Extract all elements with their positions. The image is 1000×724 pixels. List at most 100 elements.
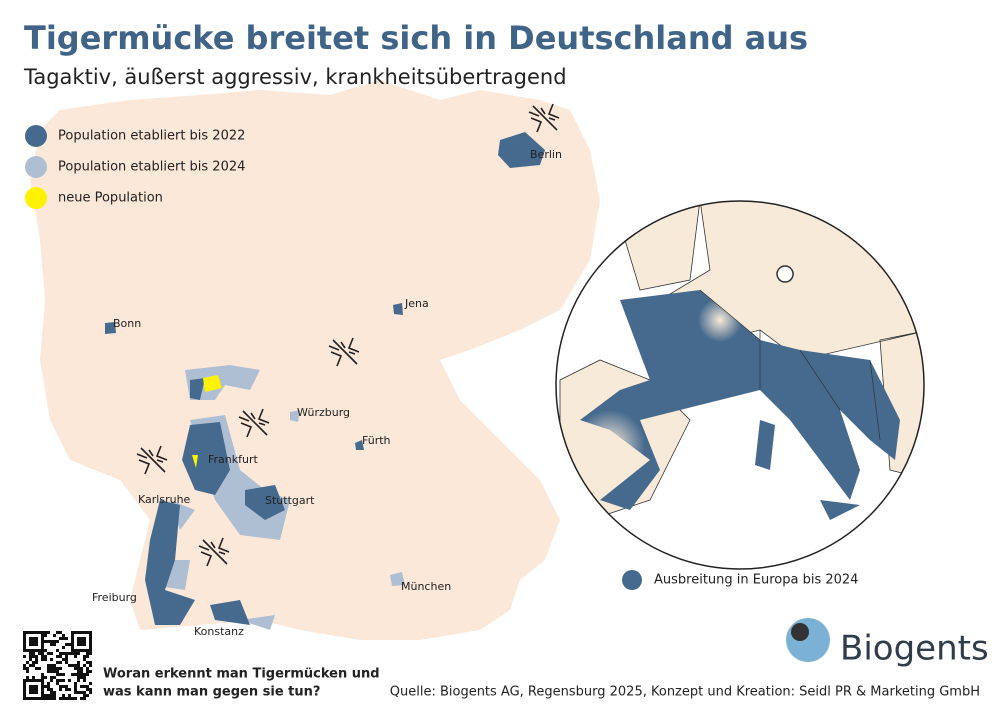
qr-module <box>83 631 86 634</box>
qr-module <box>56 673 59 676</box>
qr-module <box>74 667 77 670</box>
qr-module <box>62 697 65 700</box>
qr-module <box>74 697 77 700</box>
qr-module <box>59 679 62 682</box>
qr-module <box>29 697 32 700</box>
qr-module <box>38 667 41 670</box>
qr-module <box>77 640 80 643</box>
qr-module <box>32 649 35 652</box>
qr-module <box>47 664 50 667</box>
qr-module <box>77 649 80 652</box>
qr-module <box>59 661 62 664</box>
qr-module <box>65 655 68 658</box>
qr-module <box>86 631 89 634</box>
qr-module <box>23 634 26 637</box>
qr-module <box>89 643 92 646</box>
qr-module <box>62 652 65 655</box>
qr-module <box>86 661 89 664</box>
qr-module <box>41 640 44 643</box>
qr-module <box>74 673 77 676</box>
qr-module <box>68 688 71 691</box>
qr-module <box>86 652 89 655</box>
qr-module <box>41 673 44 676</box>
qr-module <box>41 655 44 658</box>
qr-module <box>29 691 32 694</box>
qr-module <box>41 676 44 679</box>
qr-module <box>59 688 62 691</box>
qr-module <box>62 634 65 637</box>
population-area <box>190 378 205 400</box>
qr-module <box>89 634 92 637</box>
qr-module <box>35 655 38 658</box>
qr-module <box>59 637 62 640</box>
qr-module <box>74 655 77 658</box>
qr-module <box>32 679 35 682</box>
qr-code <box>22 630 92 700</box>
qr-module <box>50 658 53 661</box>
qr-module <box>35 685 38 688</box>
city-label: Jena <box>404 297 429 310</box>
qr-module <box>41 634 44 637</box>
qr-module <box>32 691 35 694</box>
qr-module <box>35 691 38 694</box>
qr-module <box>47 682 50 685</box>
qr-module <box>23 688 26 691</box>
qr-module <box>59 673 62 676</box>
population-area <box>185 365 260 400</box>
qr-module <box>77 679 80 682</box>
qr-module <box>77 691 80 694</box>
qr-module <box>38 649 41 652</box>
qr-module <box>53 694 56 697</box>
qr-module <box>23 691 26 694</box>
mosquito-icon <box>238 408 270 438</box>
qr-module <box>86 694 89 697</box>
qr-module <box>74 664 77 667</box>
mosquito-icons <box>136 103 560 567</box>
qr-module <box>35 631 38 634</box>
population-area <box>245 485 285 520</box>
qr-module <box>23 643 26 646</box>
qr-module <box>83 643 86 646</box>
qr-module <box>23 640 26 643</box>
qr-module <box>50 664 53 667</box>
qr-module <box>26 697 29 700</box>
qr-module <box>74 682 77 685</box>
city-label: Stuttgart <box>265 494 315 507</box>
qr-module <box>53 670 56 673</box>
qr-module <box>71 673 74 676</box>
qr-module <box>65 688 68 691</box>
qr-module <box>35 637 38 640</box>
city-label: Würzburg <box>297 406 350 419</box>
qr-module <box>23 646 26 649</box>
qr-module <box>29 664 32 667</box>
qr-module <box>74 649 77 652</box>
qr-module <box>89 631 92 634</box>
qr-module <box>50 676 53 679</box>
qr-module <box>71 640 74 643</box>
qr-module <box>80 676 83 679</box>
qr-module <box>23 649 26 652</box>
qr-module <box>68 697 71 700</box>
qr-module <box>86 667 89 670</box>
legend-marker <box>25 187 47 209</box>
qr-module <box>38 697 41 700</box>
qr-module <box>80 697 83 700</box>
qr-module <box>44 676 47 679</box>
qr-module <box>62 694 65 697</box>
logo-text: Biogents <box>840 629 989 669</box>
qr-module <box>50 694 53 697</box>
qr-module <box>53 676 56 679</box>
qr-module <box>83 694 86 697</box>
qr-module <box>56 655 59 658</box>
qr-module <box>29 637 32 640</box>
qr-module <box>83 673 86 676</box>
qr-module <box>41 691 44 694</box>
qr-module <box>77 664 80 667</box>
qr-module <box>26 667 29 670</box>
qr-module <box>41 688 44 691</box>
qr-module <box>44 694 47 697</box>
qr-module <box>86 688 89 691</box>
qr-module <box>71 697 74 700</box>
qr-module <box>29 640 32 643</box>
qr-module <box>77 631 80 634</box>
